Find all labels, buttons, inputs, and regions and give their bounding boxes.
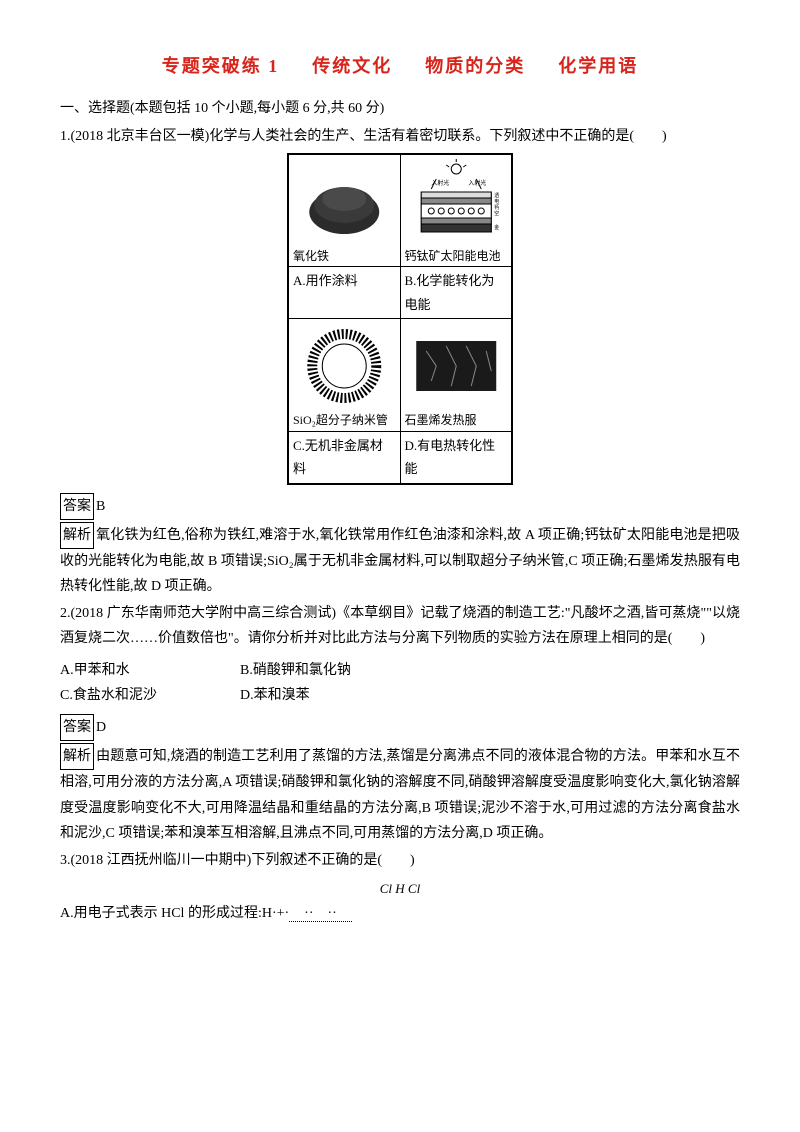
- svg-text:电: 电: [494, 198, 499, 205]
- q2-opt-d: D.苯和溴苯: [240, 683, 420, 708]
- sio2-image: [293, 321, 396, 411]
- answer-label: 答案: [60, 493, 94, 520]
- title-part-d: 化学用语: [558, 56, 638, 76]
- q1-answer-row: 答案B: [60, 493, 740, 520]
- title-space1: [286, 56, 306, 76]
- svg-text:空: 空: [494, 210, 499, 217]
- q1-analysis-text: 氧化铁为红色,俗称为铁红,难溶于水,氧化铁常用作红色油漆和涂料,故 A 项正确;…: [60, 528, 740, 594]
- graphene-clothes-icon: [405, 321, 508, 411]
- q1-analysis-row: 解析氧化铁为红色,俗称为铁红,难溶于水,氧化铁常用作红色油漆和涂料,故 A 项正…: [60, 522, 740, 600]
- q1-cell-iron-oxide: 氧化铁: [288, 154, 400, 267]
- analysis-label: 解析: [60, 522, 94, 549]
- svg-text:透: 透: [494, 192, 499, 199]
- q1-opt-b: B.化学能转化为电能: [400, 267, 512, 319]
- q2-analysis-text: 由题意可知,烧酒的制造工艺利用了蒸馏的方法,蒸馏是分离沸点不同的液体混合物的方法…: [60, 749, 740, 841]
- iron-oxide-image: [293, 157, 396, 247]
- q2-opt-b: B.硝酸钾和氯化钠: [240, 658, 420, 683]
- q2-answer-value: D: [96, 720, 106, 735]
- answer-label-2: 答案: [60, 714, 94, 741]
- title-space2: [399, 56, 419, 76]
- graphene-image: [405, 321, 508, 411]
- q1-cell-solar: 入射光 入射光: [400, 154, 512, 267]
- formula-dots: ·· ··: [289, 906, 352, 922]
- graphene-caption: 石墨烯发热服: [405, 413, 508, 429]
- q3-formula-top: Cl H Cl: [60, 877, 740, 900]
- q1-cell-sio2: SiO₂超分子纳米管: [288, 319, 400, 432]
- q3-opt-a-text: A.用电子式表示 HCl 的形成过程:H·+·: [60, 906, 289, 921]
- q2-opt-a: A.甲苯和水: [60, 658, 240, 683]
- q2-stem: 2.(2018 广东华南师范大学附中高三综合测试)《本草纲目》记载了烧酒的制造工…: [60, 601, 740, 651]
- q3-opt-a: A.用电子式表示 HCl 的形成过程:H·+· ·· ··: [60, 901, 740, 926]
- formula-top-text: Cl H Cl: [380, 881, 420, 896]
- iron-oxide-caption: 氧化铁: [293, 249, 396, 265]
- sio2-caption: SiO₂超分子纳米管: [293, 413, 396, 429]
- section-header: 一、选择题(本题包括 10 个小题,每小题 6 分,共 60 分): [60, 96, 740, 121]
- q2-analysis-row: 解析由题意可知,烧酒的制造工艺利用了蒸馏的方法,蒸馏是分离沸点不同的液体混合物的…: [60, 743, 740, 846]
- q2-answer-row: 答案D: [60, 714, 740, 741]
- svg-text:钙: 钙: [494, 204, 499, 211]
- q1-table-wrap: 氧化铁 入射光 入射光: [60, 153, 740, 485]
- q2-opt-c: C.食盐水和泥沙: [60, 683, 240, 708]
- q1-cell-graphene: 石墨烯发热服: [400, 319, 512, 432]
- q1-stem: 1.(2018 北京丰台区一模)化学与人类社会的生产、生活有着密切联系。下列叙述…: [60, 124, 740, 149]
- solar-cell-image: 入射光 入射光: [405, 157, 508, 247]
- title-part-b: 传统文化: [312, 56, 392, 76]
- title-part-c: 物质的分类: [425, 56, 525, 76]
- page-title: 专题突破练 1 传统文化 物质的分类 化学用语: [60, 50, 740, 82]
- q3-stem: 3.(2018 江西抚州临川一中期中)下列叙述不正确的是( ): [60, 848, 740, 873]
- solar-cell-icon: 入射光 入射光: [405, 157, 508, 247]
- q1-opt-d: D.有电热转化性能: [400, 431, 512, 483]
- q1-answer-value: B: [96, 499, 105, 514]
- nanotube-icon: [293, 321, 396, 411]
- q1-opt-c: C.无机非金属材料: [288, 431, 400, 483]
- title-part-a: 专题突破练 1: [162, 56, 280, 76]
- svg-text:金: 金: [494, 224, 499, 231]
- q1-opt-a: A.用作涂料: [288, 267, 400, 319]
- iron-oxide-icon: [293, 157, 396, 247]
- q1-table: 氧化铁 入射光 入射光: [287, 153, 513, 485]
- analysis-label-2: 解析: [60, 743, 94, 770]
- title-space3: [532, 56, 552, 76]
- q2-options: A.甲苯和水 B.硝酸钾和氯化钠 C.食盐水和泥沙 D.苯和溴苯: [60, 658, 740, 708]
- solar-cell-caption: 钙钛矿太阳能电池: [405, 249, 508, 265]
